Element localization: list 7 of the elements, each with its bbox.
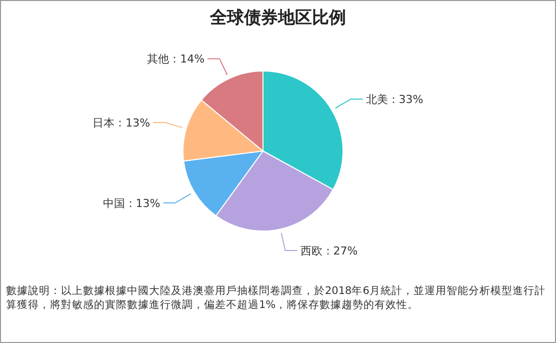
slice-label: 中国：13% <box>102 196 160 210</box>
slice-label: 北美：33% <box>366 93 424 106</box>
slice-label: 西欧：27% <box>300 244 358 258</box>
text: 數據說明：以上數據根據中國大陸及港澳臺用戶抽樣問卷調查，於2018年6月統計，並運用智能分析模型進行計算獲得，將對敏感的實際數據進行微調，偏差不超過1%，將保存數據趨勢的有效性。 <box>6 284 546 312</box>
slice-label: 日本：13% <box>92 116 150 130</box>
slice-label: 其他：14% <box>147 52 205 66</box>
chart-title: 全球债券地区比例 <box>209 8 346 28</box>
